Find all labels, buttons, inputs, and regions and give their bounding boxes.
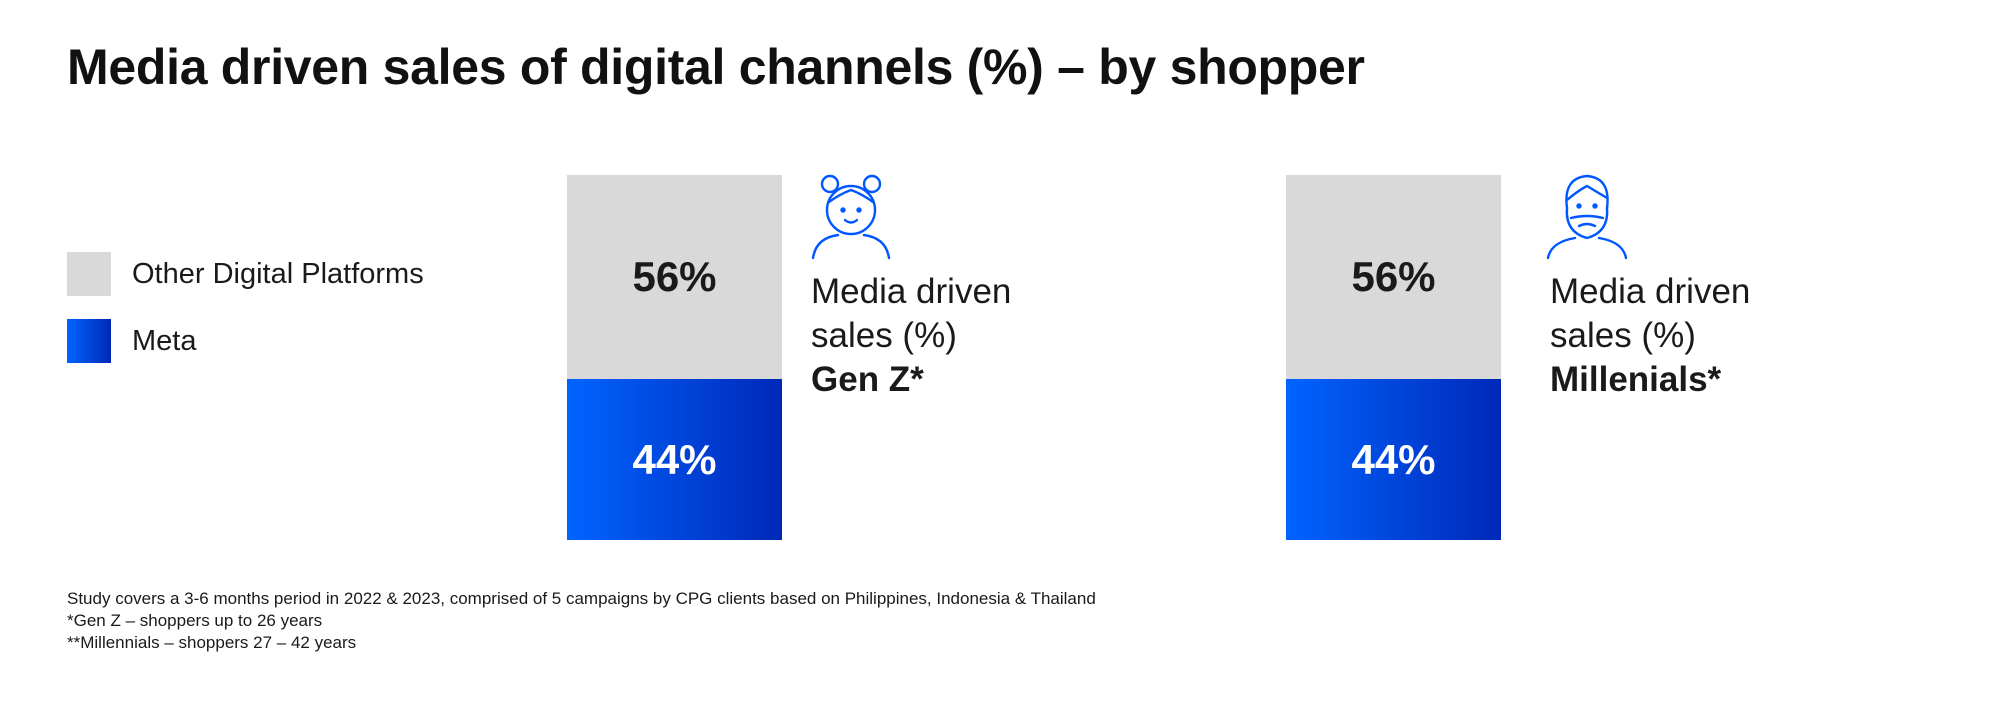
legend-item-meta: Meta	[67, 319, 424, 363]
caption-millenials: Media driven sales (%) Millenials*	[1550, 270, 1750, 402]
chart-title: Media driven sales of digital channels (…	[67, 39, 1365, 95]
legend: Other Digital Platforms Meta	[67, 252, 424, 386]
bar-segment-other-gen-z: 56%	[567, 175, 782, 379]
data-label-other-millenials: 56%	[1351, 253, 1436, 300]
caption-line1-millenials: Media driven	[1550, 272, 1751, 311]
bar-segment-meta-millenials: 44%	[1286, 379, 1501, 540]
caption-line1-gen-z: Media driven	[811, 272, 1012, 311]
footnote-study: Study covers a 3-6 months period in 2022…	[67, 589, 1096, 608]
data-label-other-gen-z: 56%	[632, 253, 717, 300]
category-label-millenials: Millenials*	[1550, 360, 1722, 399]
footnote-millennials: **Millennials – shoppers 27 – 42 years	[67, 633, 357, 652]
caption-gen-z: Media driven sales (%) Gen Z*	[811, 270, 1011, 402]
footnotes: Study covers a 3-6 months period in 2022…	[67, 588, 1096, 654]
legend-item-other: Other Digital Platforms	[67, 252, 424, 296]
category-label-gen-z: Gen Z*	[811, 360, 924, 399]
data-label-meta-gen-z: 44%	[632, 435, 717, 483]
legend-swatch-other	[67, 252, 111, 296]
footnote-gen-z: *Gen Z – shoppers up to 26 years	[67, 611, 323, 630]
bearded-man-avatar-icon	[1546, 174, 1628, 260]
stacked-bar-millenials: 56% 44%	[1286, 175, 1501, 540]
data-label-meta-millenials: 44%	[1351, 435, 1436, 483]
legend-swatch-meta	[67, 319, 111, 363]
stacked-bar-gen-z: 56% 44%	[567, 175, 782, 540]
caption-line2-gen-z: sales (%)	[811, 316, 957, 355]
legend-label-meta: Meta	[132, 324, 197, 357]
caption-line2-millenials: sales (%)	[1550, 316, 1696, 355]
bar-segment-meta-gen-z: 44%	[567, 379, 782, 540]
bar-segment-other-millenials: 56%	[1286, 175, 1501, 379]
girl-avatar-icon	[811, 174, 891, 260]
legend-label-other: Other Digital Platforms	[132, 257, 424, 290]
